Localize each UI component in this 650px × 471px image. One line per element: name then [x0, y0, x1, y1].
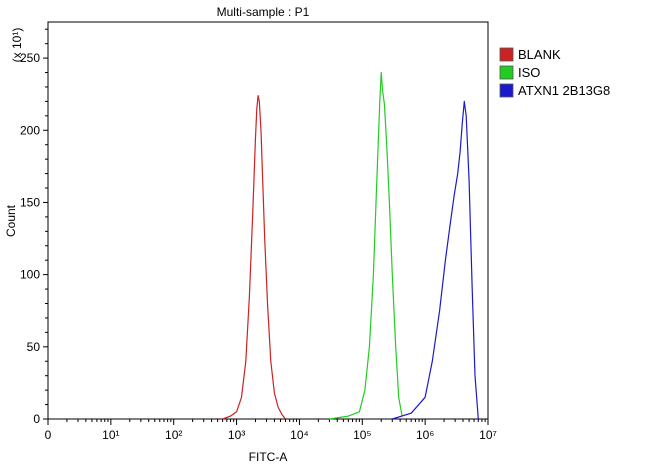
x-tick-label: 10⁵: [353, 428, 371, 442]
y-tick-label: 0: [33, 412, 40, 426]
legend-swatch: [499, 83, 514, 98]
x-tick-label: 10⁴: [290, 428, 309, 442]
x-tick-label: 10⁶: [416, 428, 434, 442]
legend-label: ISO: [518, 65, 540, 80]
y-tick-label: 100: [20, 268, 40, 282]
x-tick-label: 10¹: [102, 428, 119, 442]
y-tick-label: 150: [20, 195, 40, 209]
series-line-iso: [329, 71, 403, 420]
axes-layer: 0 50 100 150 200 250 0 10¹ 10² 10³ 10⁴ 10⁵ 10⁶ 10⁷: [20, 28, 497, 442]
y-axis-title: Count: [4, 204, 18, 237]
y-tick-label: 200: [20, 123, 40, 137]
legend: BLANK ISO ATXN1 2B13G8: [499, 47, 610, 98]
x-axis-title: FITC-A: [249, 450, 288, 464]
x-tick-label: 10²: [165, 428, 182, 442]
chart-title: Multi-sample : P1: [217, 5, 310, 19]
y-axis-multiplier: (x 10¹): [10, 28, 24, 63]
legend-swatch: [499, 65, 514, 80]
legend-swatch: [499, 47, 514, 62]
series-line-atxn1-2b13g8: [392, 100, 479, 420]
y-multiplier-wrap: (x 10¹): [10, 28, 24, 63]
plot-frame: [47, 21, 489, 420]
x-tick-label: 10³: [228, 428, 245, 442]
x-tick-label: 10⁷: [479, 428, 497, 442]
y-tick-label: 250: [20, 51, 40, 65]
series-line-blank: [222, 94, 286, 420]
x-tick-label: 0: [45, 428, 52, 442]
y-axis-title-wrap: Count: [4, 204, 18, 237]
legend-label: BLANK: [518, 47, 561, 62]
y-tick-label: 50: [27, 340, 41, 354]
legend-label: ATXN1 2B13G8: [518, 83, 610, 98]
series-layer: [222, 71, 479, 420]
